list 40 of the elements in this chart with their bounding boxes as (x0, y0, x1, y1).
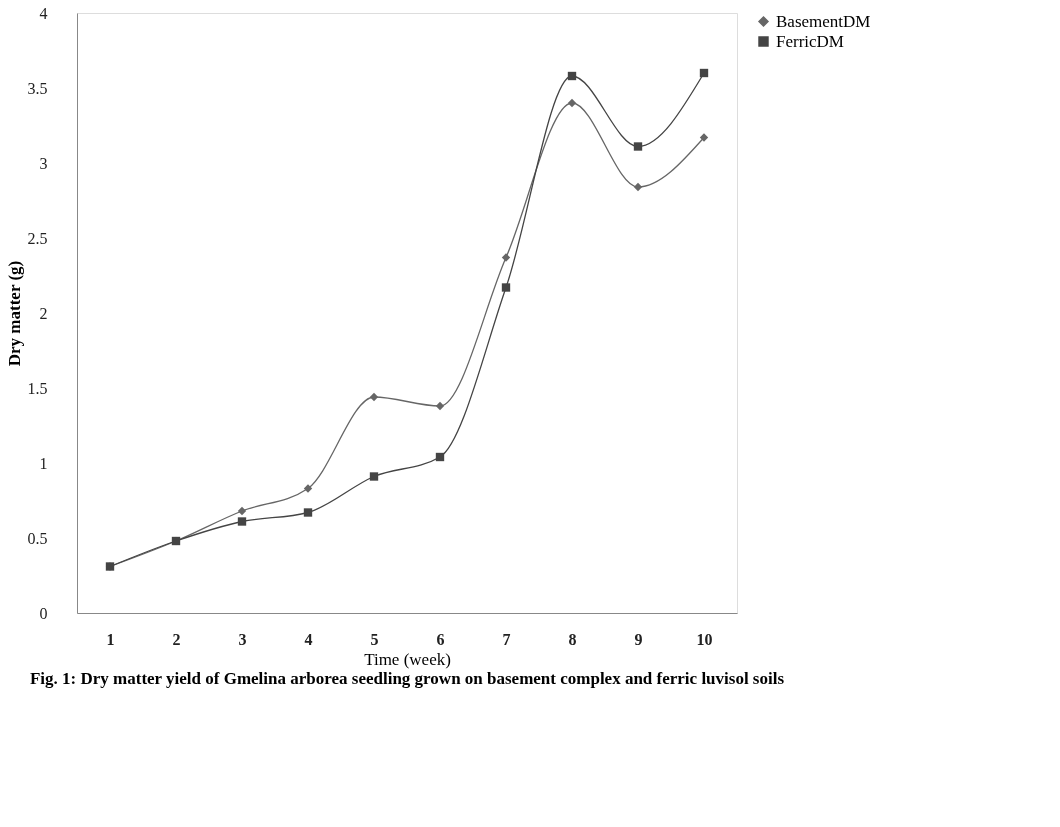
point (303, 508, 313, 517)
legend-label: BasementDM (776, 11, 871, 31)
x-tick-label: 2 (172, 630, 181, 648)
x-tick-label: 8 (568, 630, 577, 648)
point (369, 472, 379, 481)
x-tick-label: 9 (634, 630, 643, 648)
point (237, 506, 247, 516)
x-tick-label: 10 (696, 630, 713, 648)
x-axis-title: Time (week) (364, 649, 451, 669)
y-tick-label: 1.5 (27, 379, 48, 397)
point (501, 283, 511, 292)
y-tick-label: 4 (39, 4, 48, 22)
x-tick-label: 4 (304, 630, 313, 648)
y-tick-label: 3 (39, 154, 48, 172)
point (435, 452, 445, 462)
point (699, 68, 709, 78)
point (567, 71, 577, 81)
point (633, 182, 643, 192)
point (633, 142, 643, 151)
y-tick-label: 2.5 (27, 229, 48, 247)
y-tick-label: 3.5 (27, 79, 48, 97)
legend-label: FerricDM (776, 31, 844, 51)
y-tick-label: 2 (39, 304, 48, 322)
point (699, 133, 709, 142)
x-tick-label: 3 (238, 630, 247, 648)
x-tick-label: 6 (436, 630, 445, 648)
x-tick-label: 7 (502, 630, 511, 648)
y-tick-label: 0 (39, 604, 48, 622)
point (369, 392, 379, 402)
point (435, 401, 445, 411)
text: Fig. 1: Dry matter yield of Gmelina arborea seedling grown on basement complex and ferric luvisol soils (29, 669, 785, 688)
y-axis-title: Dry matter (g) (4, 260, 24, 367)
x-tick-label: 5 (370, 630, 379, 648)
point (567, 98, 577, 108)
point (237, 517, 247, 526)
y-tick-label: 1 (39, 454, 48, 472)
x-tick-label: 1 (106, 630, 115, 648)
point (303, 484, 313, 493)
point (501, 253, 511, 262)
y-tick-label: 0.5 (27, 529, 48, 547)
